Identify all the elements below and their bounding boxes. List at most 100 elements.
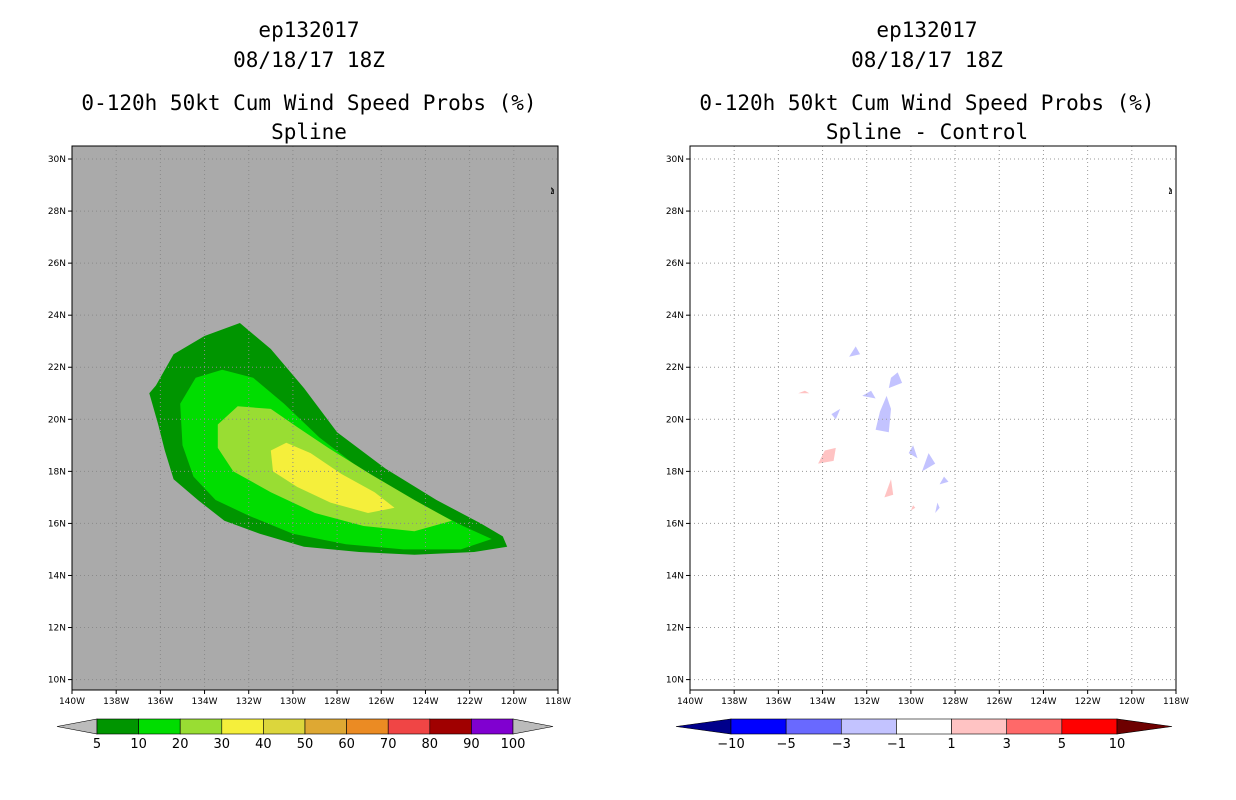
y-tick-label: 26N bbox=[48, 259, 66, 269]
y-tick-label: 22N bbox=[666, 363, 684, 373]
colorbar-segment bbox=[785, 718, 842, 735]
y-tick-label: 22N bbox=[48, 363, 66, 373]
colorbar-segment bbox=[346, 718, 389, 735]
difference-patch-neg-7 bbox=[939, 476, 949, 485]
y-tick-label: 28N bbox=[666, 207, 684, 217]
colorbar-segment bbox=[179, 718, 223, 735]
colorbar-label: 20 bbox=[172, 737, 189, 752]
difference-patch-neg-3 bbox=[831, 408, 841, 420]
colorbar-label: 30 bbox=[214, 737, 231, 752]
x-tick-label: 118W bbox=[545, 697, 571, 707]
x-tick-label: 122W bbox=[457, 697, 483, 707]
x-tick-label: 128W bbox=[942, 697, 968, 707]
difference-patch-neg-4 bbox=[875, 395, 891, 433]
right-storm-id: ep132017 bbox=[876, 18, 977, 42]
x-tick-label: 120W bbox=[1119, 697, 1145, 707]
contour-level-30 bbox=[270, 442, 395, 513]
right-colorbar: −10 −5 −3 −1 1 3 5 10 bbox=[675, 718, 1173, 752]
colorbar-label: 5 bbox=[93, 737, 101, 752]
difference-patch-pos-10 bbox=[818, 447, 836, 464]
right-island-outline bbox=[1168, 187, 1172, 195]
x-tick-label: 130W bbox=[280, 697, 306, 707]
y-tick-label: 18N bbox=[666, 467, 684, 477]
y-tick-label: 10N bbox=[666, 676, 684, 686]
left-gridlines bbox=[72, 146, 558, 690]
y-tick-label: 14N bbox=[666, 571, 684, 581]
colorbar-label: 10 bbox=[130, 737, 147, 752]
right-subtitle: Spline - Control bbox=[826, 120, 1028, 144]
right-gridlines bbox=[690, 146, 1176, 690]
x-tick-label: 132W bbox=[854, 697, 880, 707]
colorbar-segment bbox=[840, 718, 897, 735]
difference-patch-pos-12 bbox=[910, 505, 916, 511]
colorbar-over-triangle bbox=[512, 718, 554, 735]
y-tick-label: 10N bbox=[48, 676, 66, 686]
x-tick-label: 136W bbox=[147, 697, 173, 707]
left-contour-fills bbox=[149, 323, 508, 555]
x-tick-label: 124W bbox=[1030, 697, 1056, 707]
x-tick-label: 132W bbox=[236, 697, 262, 707]
left-y-tick-labels: 10N 12N 14N 16N 18N 20N 22N 24N 26N 28N 30N bbox=[48, 155, 72, 686]
right-map-frame bbox=[689, 145, 1177, 691]
difference-patch-neg-6 bbox=[922, 453, 936, 472]
left-colorbar: 5 10 20 30 40 50 60 70 80 90 100 bbox=[56, 718, 554, 752]
colorbar-segment bbox=[138, 718, 181, 735]
colorbar-label: 80 bbox=[422, 737, 439, 752]
x-tick-label: 128W bbox=[324, 697, 350, 707]
colorbar-segment bbox=[221, 718, 264, 735]
colorbar-label: 10 bbox=[1109, 737, 1126, 752]
right-datetime: 08/18/17 18Z bbox=[851, 48, 1003, 72]
colorbar-label: 100 bbox=[501, 737, 526, 752]
y-tick-label: 28N bbox=[48, 207, 66, 217]
y-tick-label: 20N bbox=[48, 415, 66, 425]
right-difference-patches bbox=[798, 346, 949, 513]
x-tick-label: 140W bbox=[677, 697, 703, 707]
x-tick-label: 134W bbox=[192, 697, 218, 707]
left-map-frame bbox=[71, 145, 559, 691]
x-tick-label: 126W bbox=[368, 697, 394, 707]
colorbar-label: 40 bbox=[255, 737, 272, 752]
colorbar-under-triangle bbox=[675, 718, 732, 735]
x-tick-label: 130W bbox=[898, 697, 924, 707]
x-tick-label: 138W bbox=[103, 697, 129, 707]
y-tick-label: 26N bbox=[666, 259, 684, 269]
y-tick-label: 14N bbox=[48, 571, 66, 581]
left-datetime: 08/18/17 18Z bbox=[233, 48, 385, 72]
left-map-panel: 140W 138W 136W 134W 132W 130W 128W 126W 124W 122W… bbox=[48, 145, 571, 707]
x-tick-label: 138W bbox=[721, 697, 747, 707]
right-y-tick-labels: 10N 12N 14N 16N 18N 20N 22N 24N 26N 28N 30N bbox=[666, 155, 690, 686]
colorbar-label: −10 bbox=[717, 737, 744, 752]
left-x-tick-labels: 140W 138W 136W 134W 132W 130W 128W 126W 124W 122W… bbox=[59, 690, 571, 707]
colorbar-segment bbox=[304, 718, 347, 735]
y-tick-label: 20N bbox=[666, 415, 684, 425]
colorbar-segment bbox=[429, 718, 472, 735]
y-tick-label: 18N bbox=[48, 467, 66, 477]
colorbar-label: 90 bbox=[463, 737, 480, 752]
colorbar-segment bbox=[96, 718, 139, 735]
difference-patch-neg-5 bbox=[908, 445, 918, 459]
right-map-panel: 140W 138W 136W 134W 132W 130W 128W 126W 124W 122W… bbox=[666, 145, 1189, 707]
colorbar-label: 3 bbox=[1003, 737, 1011, 752]
x-tick-label: 122W bbox=[1075, 697, 1101, 707]
colorbar-label: −3 bbox=[832, 737, 851, 752]
difference-patch-neg-2 bbox=[862, 390, 876, 399]
x-tick-label: 136W bbox=[765, 697, 791, 707]
y-tick-label: 24N bbox=[666, 311, 684, 321]
colorbar-label: 70 bbox=[380, 737, 397, 752]
colorbar-label: 1 bbox=[947, 737, 955, 752]
colorbar-label: −5 bbox=[777, 737, 796, 752]
x-tick-label: 134W bbox=[810, 697, 836, 707]
y-tick-label: 12N bbox=[48, 624, 66, 634]
difference-patch-pos-11 bbox=[884, 479, 894, 498]
colorbar-segment bbox=[730, 718, 787, 735]
y-tick-label: 30N bbox=[48, 155, 66, 165]
colorbar-segment bbox=[1006, 718, 1063, 735]
colorbar-label: −1 bbox=[887, 737, 906, 752]
left-storm-id: ep132017 bbox=[258, 18, 359, 42]
colorbar-label: 5 bbox=[1058, 737, 1066, 752]
colorbar-segment bbox=[471, 718, 514, 735]
colorbar-segment bbox=[263, 718, 306, 735]
colorbar-under-triangle bbox=[56, 718, 98, 735]
right-map-background bbox=[690, 146, 1176, 690]
